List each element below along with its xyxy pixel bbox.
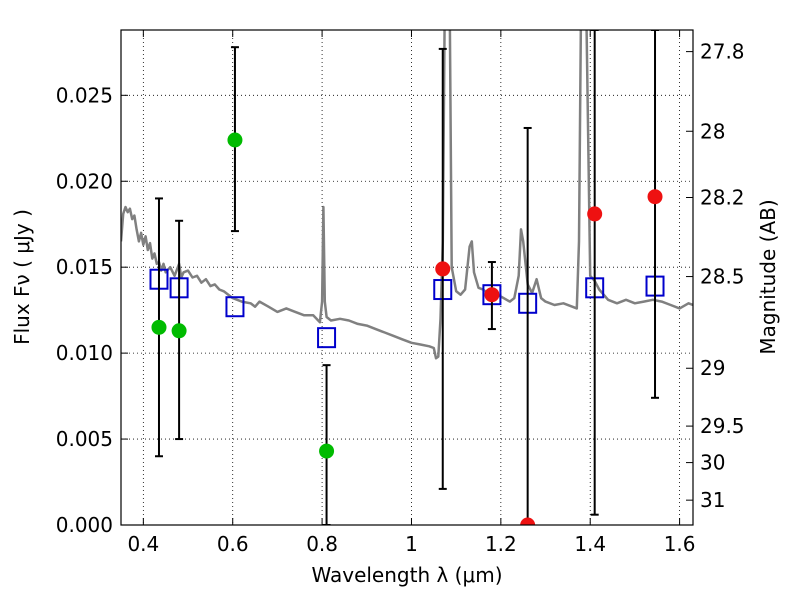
- y-tick-label: 0.010: [56, 341, 113, 365]
- observed-flux-point: [484, 287, 500, 303]
- y-axis-right-label: Magnitude (AB): [756, 199, 780, 354]
- y2-tick-label: 31: [700, 488, 725, 512]
- y-tick-label: 0.020: [56, 169, 113, 193]
- y-tick-label: 0.005: [56, 427, 113, 451]
- x-tick-label: 0.8: [306, 532, 338, 556]
- spectrum-line: [121, 30, 693, 360]
- x-tick-label: 1.2: [485, 532, 517, 556]
- y-axis-left: 0.000 0.005 0.010 0.015 0.020 0.025: [56, 83, 128, 537]
- x-tick-label: 1.6: [664, 532, 696, 556]
- y2-tick-label: 29: [700, 356, 725, 380]
- observed-flux-point: [319, 443, 335, 459]
- y2-tick-label: 28.5: [700, 265, 745, 289]
- x-tick-label: 1.4: [574, 532, 606, 556]
- observed-flux-point: [171, 323, 187, 339]
- y-tick-label: 0.025: [56, 83, 113, 107]
- x-tick-label: 1: [405, 532, 418, 556]
- x-axis-label: Wavelength λ (μm): [311, 563, 502, 587]
- y2-tick-label: 27.8: [700, 40, 745, 64]
- plot-frame: [120, 29, 694, 526]
- observed-flux-point: [520, 517, 536, 525]
- y2-tick-label: 28: [700, 119, 725, 143]
- model-photometry-square: [225, 296, 245, 318]
- y2-tick-label: 30: [700, 451, 725, 475]
- observed-flux-point: [435, 261, 451, 277]
- x-tick-label: 0.4: [127, 532, 159, 556]
- observed-flux-point: [587, 206, 603, 222]
- observed-flux-point: [227, 132, 243, 148]
- plot-area: [121, 30, 693, 525]
- model-photometry-square: [317, 327, 337, 349]
- grid-lines: [121, 30, 693, 525]
- y-tick-label: 0.015: [56, 255, 113, 279]
- y2-tick-label: 28.2: [700, 185, 745, 209]
- y-axis-label: Flux Fν ( μJy ): [10, 209, 34, 345]
- observed-flux-point: [151, 319, 167, 335]
- y-axis-right: 27.8 28 28.2 28.5 29 29.5 30 31: [686, 40, 745, 512]
- y2-tick-label: 29.5: [700, 414, 745, 438]
- observed-flux-point: [647, 189, 663, 205]
- y-tick-label: 0.000: [56, 513, 113, 537]
- x-tick-label: 0.6: [217, 532, 249, 556]
- x-axis: 0.4 0.6 0.8 1 1.2 1.4 1.6: [127, 30, 696, 556]
